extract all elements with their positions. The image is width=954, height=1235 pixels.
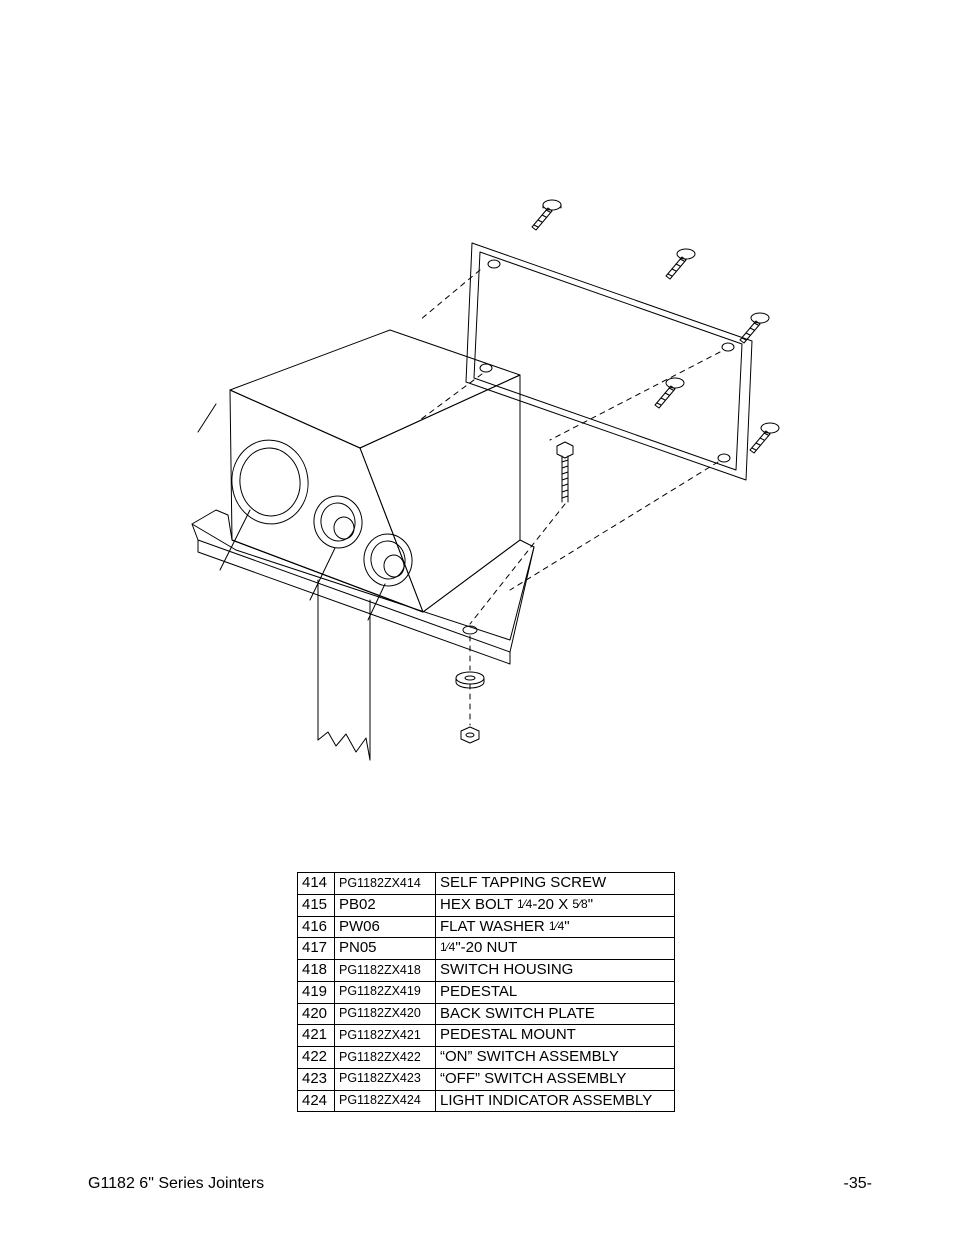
- cell-ref: 423: [298, 1068, 335, 1090]
- cell-desc: HEX BOLT 1⁄4-20 X 5⁄8": [436, 894, 675, 916]
- table-row: 416PW06FLAT WASHER 1⁄4": [298, 916, 675, 938]
- footer-page-number: -35-: [844, 1175, 872, 1193]
- table-row: 419PG1182ZX419PEDESTAL: [298, 981, 675, 1003]
- footer-left: G1182 6" Series Jointers: [88, 1175, 264, 1193]
- cell-part: PG1182ZX424: [335, 1090, 436, 1112]
- cell-desc: FLAT WASHER 1⁄4": [436, 916, 675, 938]
- cell-part: PG1182ZX418: [335, 960, 436, 982]
- table-row: 421PG1182ZX421PEDESTAL MOUNT: [298, 1025, 675, 1047]
- cell-ref: 418: [298, 960, 335, 982]
- cell-desc: BACK SWITCH PLATE: [436, 1003, 675, 1025]
- self-tapping-screws: [532, 200, 779, 453]
- pedestal-mount: [192, 510, 534, 664]
- cell-desc: LIGHT INDICATOR ASSEMBLY: [436, 1090, 675, 1112]
- parts-table: 414PG1182ZX414SELF TAPPING SCREW415PB02H…: [297, 872, 675, 1112]
- cell-desc: “OFF” SWITCH ASSEMBLY: [436, 1068, 675, 1090]
- cell-part: PW06: [335, 916, 436, 938]
- table-row: 417PN051⁄4"-20 NUT: [298, 938, 675, 960]
- hex-nut: [461, 727, 479, 743]
- cell-part: PG1182ZX419: [335, 981, 436, 1003]
- diagram-svg: [120, 180, 830, 790]
- table-row: 414PG1182ZX414SELF TAPPING SCREW: [298, 873, 675, 895]
- cell-ref: 420: [298, 1003, 335, 1025]
- cell-ref: 419: [298, 981, 335, 1003]
- cell-desc: SWITCH HOUSING: [436, 960, 675, 982]
- dashes-bolt-stack: [470, 504, 565, 725]
- cell-ref: 416: [298, 916, 335, 938]
- cell-ref: 417: [298, 938, 335, 960]
- cell-part: PN05: [335, 938, 436, 960]
- cell-ref: 424: [298, 1090, 335, 1112]
- cell-part: PB02: [335, 894, 436, 916]
- table-row: 423PG1182ZX423“OFF” SWITCH ASSEMBLY: [298, 1068, 675, 1090]
- cell-part: PG1182ZX423: [335, 1068, 436, 1090]
- front-controls: [227, 435, 416, 589]
- cell-part: PG1182ZX422: [335, 1047, 436, 1069]
- cell-ref: 422: [298, 1047, 335, 1069]
- cell-ref: 415: [298, 894, 335, 916]
- exploded-diagram: [120, 180, 830, 790]
- switch-housing: [230, 330, 520, 612]
- table-row: 420PG1182ZX420BACK SWITCH PLATE: [298, 1003, 675, 1025]
- cell-ref: 421: [298, 1025, 335, 1047]
- page: 414PG1182ZX414SELF TAPPING SCREW415PB02H…: [0, 0, 954, 1235]
- cell-desc: PEDESTAL MOUNT: [436, 1025, 675, 1047]
- table-row: 418PG1182ZX418SWITCH HOUSING: [298, 960, 675, 982]
- parts-table-body: 414PG1182ZX414SELF TAPPING SCREW415PB02H…: [298, 873, 675, 1112]
- cell-desc: “ON” SWITCH ASSEMBLY: [436, 1047, 675, 1069]
- pedestal: [318, 580, 370, 760]
- back-switch-plate: [466, 243, 752, 480]
- cell-ref: 414: [298, 873, 335, 895]
- table-row: 422PG1182ZX422“ON” SWITCH ASSEMBLY: [298, 1047, 675, 1069]
- cell-desc: 1⁄4"-20 NUT: [436, 938, 675, 960]
- cell-part: PG1182ZX421: [335, 1025, 436, 1047]
- cell-part: PG1182ZX420: [335, 1003, 436, 1025]
- cell-desc: PEDESTAL: [436, 981, 675, 1003]
- table-row: 424PG1182ZX424LIGHT INDICATOR ASSEMBLY: [298, 1090, 675, 1112]
- cell-desc: SELF TAPPING SCREW: [436, 873, 675, 895]
- dashes-plate-to-housing: [420, 270, 720, 590]
- table-row: 415PB02HEX BOLT 1⁄4-20 X 5⁄8": [298, 894, 675, 916]
- hex-bolt: [557, 442, 573, 502]
- cell-part: PG1182ZX414: [335, 873, 436, 895]
